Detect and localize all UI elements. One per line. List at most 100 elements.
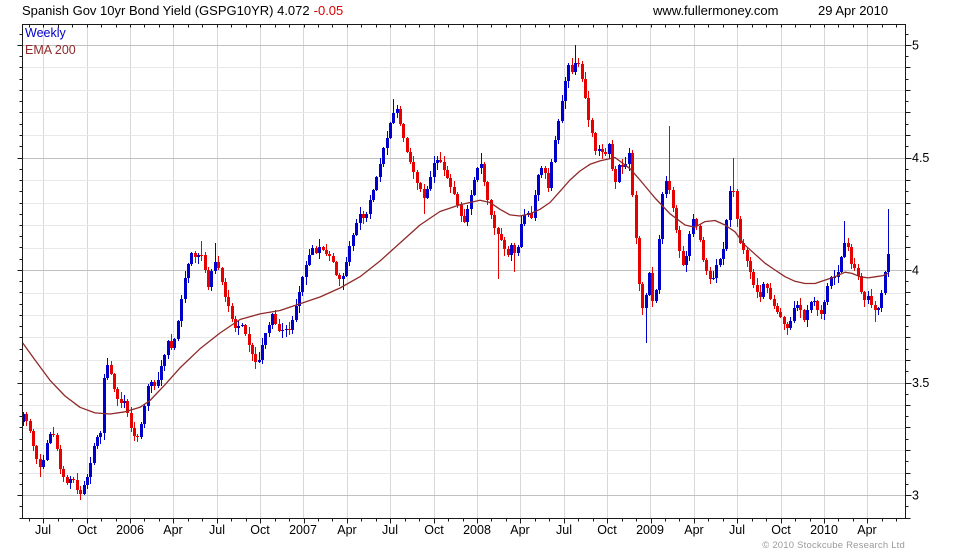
x-axis-label: 2007 (289, 523, 317, 537)
candle-body (756, 285, 759, 292)
candle-body (197, 255, 200, 257)
candle-body (416, 172, 419, 183)
candle-body (25, 414, 28, 421)
x-axis-label: 2009 (636, 523, 664, 537)
page-title: Spanish Gov 10yr Bond Yield (GSPG10YR) 4… (22, 3, 343, 18)
candle-body (29, 421, 32, 431)
x-axis-label: Apr (684, 523, 703, 537)
candle-body (806, 310, 809, 320)
candle-body (106, 365, 109, 378)
candle-body (699, 226, 702, 240)
candle-body (857, 268, 860, 276)
candle-body (402, 124, 405, 138)
candle-body (412, 162, 415, 172)
candle-body (264, 333, 267, 345)
candle-body (190, 253, 193, 264)
candle-body (810, 302, 813, 310)
candle-body (621, 165, 624, 167)
last-price: 4.072 (277, 3, 310, 18)
candle-body (278, 324, 281, 331)
candle-body (799, 305, 802, 310)
candle-body (594, 133, 597, 151)
y-axis-label: 3.5 (912, 376, 929, 390)
candle-body (103, 378, 106, 433)
candle-body (513, 245, 516, 253)
ema-200-line (22, 156, 889, 415)
candle-body (564, 81, 567, 101)
candle-body (867, 296, 870, 300)
candle-body (231, 306, 234, 319)
candle-body (581, 64, 584, 79)
candle-body (355, 223, 358, 235)
candle-body (52, 434, 55, 435)
candle-body (210, 271, 213, 287)
candle-body (779, 312, 782, 317)
candle-body (591, 120, 594, 133)
candle-body (497, 228, 500, 234)
candle-body (665, 181, 668, 194)
candle-body (443, 162, 446, 170)
instrument-name: Spanish Gov 10yr Bond Yield (GSPG10YR) (22, 3, 274, 18)
candle-body (884, 272, 887, 293)
candle-body (557, 121, 560, 140)
y-axis-label: 4 (912, 264, 919, 278)
candle-body (177, 321, 180, 339)
candle-body (507, 249, 510, 255)
candle-body (227, 297, 230, 306)
candle-body (217, 262, 220, 268)
candle-body (362, 214, 365, 218)
gridlines (22, 24, 905, 518)
candle-body (436, 160, 439, 163)
candle-body (500, 234, 503, 240)
candle-body (311, 248, 314, 255)
candle-body (803, 310, 806, 320)
candle-body (281, 330, 284, 331)
candle-body (285, 329, 288, 330)
candle-body (537, 175, 540, 195)
candle-body (251, 345, 254, 354)
candle-body (426, 189, 429, 198)
candle-body (123, 401, 126, 403)
candle-body (153, 382, 156, 386)
candle-body (241, 325, 244, 326)
candle-body (661, 194, 664, 239)
candle-body (604, 152, 607, 154)
candle-body (830, 277, 833, 286)
candle-body (877, 308, 880, 310)
candle-body (254, 354, 257, 362)
candle-body (584, 79, 587, 98)
candle-body (456, 194, 459, 205)
candle-body (49, 434, 52, 443)
candle-body (870, 296, 873, 305)
candle-body (631, 153, 634, 195)
candle-body (342, 276, 345, 279)
candle-body (163, 355, 166, 366)
candle-body (258, 360, 261, 362)
candle-body (749, 261, 752, 272)
website-link[interactable]: www.fullermoney.com (653, 3, 779, 18)
candle-body (76, 480, 79, 490)
candle-body (729, 191, 732, 220)
candle-body (167, 341, 170, 355)
candle-body (648, 273, 651, 295)
candle-body (433, 163, 436, 177)
candle-body (274, 314, 277, 324)
candle-body (614, 169, 617, 182)
price-change: -0.05 (313, 3, 344, 18)
candle-body (577, 63, 580, 64)
candle-body (608, 144, 611, 154)
candle-body (618, 165, 621, 182)
candle-body (295, 306, 298, 320)
candle-body (490, 200, 493, 215)
candle-body (392, 113, 395, 123)
candle-body (550, 162, 553, 188)
candle-body (645, 295, 648, 308)
candle-body (793, 308, 796, 321)
candle-body (214, 262, 217, 271)
candle-body (345, 262, 348, 276)
candle-body (476, 168, 479, 180)
candle-body (486, 182, 489, 200)
candle-body (35, 446, 38, 459)
candle-body (157, 380, 160, 386)
candle-body (83, 485, 86, 494)
